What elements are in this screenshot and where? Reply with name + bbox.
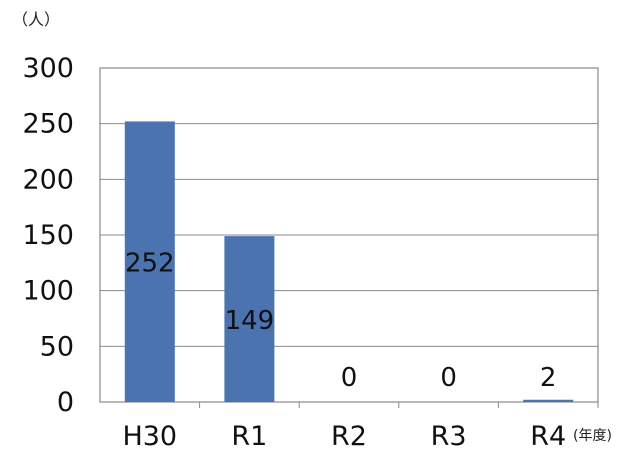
y-tick-label: 0 xyxy=(57,387,74,418)
data-label: 2 xyxy=(540,363,557,393)
data-label: 0 xyxy=(341,363,358,393)
x-tick-label: H30 xyxy=(122,421,177,452)
bar xyxy=(523,399,574,402)
x-tick-label: R4 xyxy=(530,421,566,452)
x-tick-label: R1 xyxy=(231,421,267,452)
y-tick-label: 250 xyxy=(22,109,74,140)
data-label: 252 xyxy=(125,249,175,279)
bar xyxy=(124,121,175,402)
y-tick-label: 100 xyxy=(22,276,74,307)
y-tick-label: 200 xyxy=(22,164,74,195)
x-tick-label: R2 xyxy=(331,421,367,452)
x-axis-unit-label: (年度) xyxy=(573,428,612,444)
data-label: 0 xyxy=(440,363,457,393)
x-tick-label: R3 xyxy=(431,421,467,452)
y-axis-unit-label: （人） xyxy=(12,10,61,29)
y-tick-label: 300 xyxy=(22,53,74,84)
bar xyxy=(224,236,275,402)
y-tick-label: 50 xyxy=(40,331,74,362)
data-label: 149 xyxy=(225,306,275,336)
y-tick-label: 150 xyxy=(22,220,74,251)
